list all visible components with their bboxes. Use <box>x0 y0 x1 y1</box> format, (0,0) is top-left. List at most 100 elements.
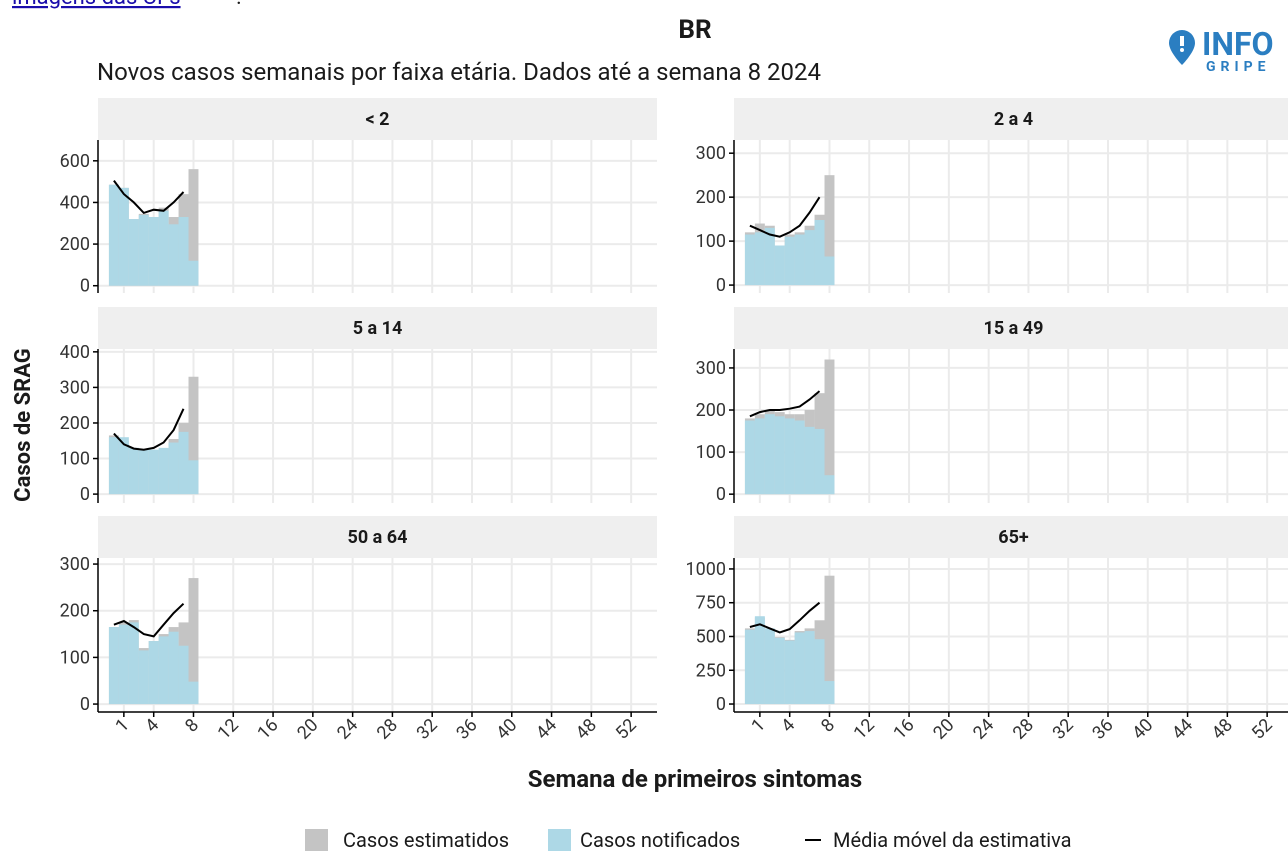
x-tick-label: 32 <box>413 715 442 744</box>
y-tick-label: 0 <box>716 694 726 715</box>
strip <box>98 516 657 558</box>
y-tick-label: 0 <box>716 275 726 296</box>
facet: 5 a 14 0 100 200 300 400 <box>60 307 657 505</box>
notified-bar <box>774 637 785 705</box>
facet: < 2 0 200 400 600 <box>60 98 657 297</box>
notified-bar <box>814 428 825 495</box>
legend-label: Casos notificados <box>580 828 740 851</box>
x-tick-label: 4 <box>777 715 799 737</box>
moving-average-line <box>113 602 185 638</box>
y-tick-label: 300 <box>60 377 90 398</box>
notified-bar <box>794 420 805 495</box>
y-tick-label: 1000 <box>686 559 726 580</box>
notified-bar <box>794 632 805 705</box>
notified-bar <box>824 256 835 286</box>
y-tick-label: 300 <box>696 143 726 164</box>
notified-bar <box>764 227 775 286</box>
notified-bar <box>784 640 795 705</box>
notified-bar <box>188 460 199 495</box>
notified-bar <box>128 447 139 495</box>
notified-bar <box>804 631 815 705</box>
estimated-bar <box>824 575 835 705</box>
y-tick-label: 750 <box>696 593 726 614</box>
notified-bar <box>744 420 755 495</box>
logo-pin <box>1169 30 1195 65</box>
notified-bar <box>108 184 119 286</box>
legend: Casos estimatidos Casos notificados Média … <box>305 828 1072 851</box>
notified-bar <box>118 437 129 495</box>
notified-bar <box>794 234 805 286</box>
y-tick-label: 200 <box>60 413 90 434</box>
notified-bar <box>764 628 775 705</box>
y-tick-label: 100 <box>696 442 726 463</box>
y-tick-label: 600 <box>60 151 90 172</box>
notified-bar <box>774 416 785 495</box>
estimated-bar <box>188 376 199 495</box>
notified-bar <box>784 236 795 286</box>
notified-bar <box>148 641 159 705</box>
notified-bar <box>824 475 835 495</box>
y-tick-label: 400 <box>60 342 90 363</box>
notified-bar <box>148 449 159 495</box>
facet-title: 50 a 64 <box>348 527 408 548</box>
notified-bar <box>168 224 179 286</box>
y-tick-label: 250 <box>696 660 726 681</box>
notified-bar <box>804 230 815 286</box>
logo-mark <box>1180 48 1184 52</box>
notified-bar <box>814 639 825 705</box>
notified-bar <box>754 616 765 705</box>
notified-bar <box>108 437 119 495</box>
x-tick-label: 32 <box>1049 715 1078 744</box>
notified-bar <box>158 210 169 286</box>
facet: 2 a 4 0 100 200 300 <box>696 98 1288 296</box>
notified-bar <box>744 629 755 705</box>
x-tick-label: 48 <box>572 715 601 744</box>
strip <box>734 307 1288 349</box>
y-tick-label: 500 <box>696 626 726 647</box>
strip <box>734 516 1288 558</box>
y-tick-label: 0 <box>716 484 726 505</box>
notified-bar <box>178 431 189 495</box>
estimated-bar <box>824 175 835 286</box>
y-tick-label: 200 <box>696 400 726 421</box>
x-tick-label: 44 <box>1168 715 1197 744</box>
facet-title: 65+ <box>998 527 1029 548</box>
x-tick-label: 44 <box>532 715 561 744</box>
facet-title: 15 a 49 <box>984 318 1044 339</box>
notified-bar <box>824 681 835 705</box>
legend-swatch <box>305 829 328 851</box>
y-tick-label: 300 <box>696 358 726 379</box>
facet: 15 a 49 0 100 200 300 <box>696 307 1288 505</box>
facet-title: 5 a 14 <box>353 318 403 339</box>
legend-swatch <box>548 829 571 851</box>
y-tick-label: 100 <box>696 231 726 252</box>
legend-label: Média móvel da estimativa <box>833 828 1072 851</box>
strip <box>98 98 657 140</box>
notified-bar <box>188 260 199 286</box>
chart-subtitle: Novos casos semanais por faixa etária. D… <box>97 58 821 86</box>
strip <box>734 98 1288 140</box>
x-tick-label: 1 <box>111 715 133 737</box>
notified-bar <box>178 217 189 286</box>
y-tick-label: 0 <box>80 484 90 505</box>
link[interactable]: imagens das UFs <box>12 0 181 10</box>
notified-bar <box>138 650 149 705</box>
logo: INFO GRIPE <box>1169 25 1274 75</box>
notified-bar <box>754 232 765 286</box>
notified-bar <box>754 418 765 495</box>
notified-bar <box>118 187 129 286</box>
x-tick-label: 36 <box>1088 715 1117 744</box>
y-tick-label: 200 <box>60 234 90 255</box>
x-tick-label: 8 <box>817 715 839 737</box>
moving-average-line <box>749 390 821 418</box>
x-tick-label: 52 <box>612 715 641 744</box>
x-tick-label: 1 <box>747 715 769 737</box>
facet-title: < 2 <box>366 109 390 130</box>
x-tick-label: 20 <box>929 715 958 744</box>
x-tick-label: 20 <box>293 715 322 744</box>
x-tick-label: 16 <box>253 715 282 744</box>
notified-bar <box>774 245 785 286</box>
